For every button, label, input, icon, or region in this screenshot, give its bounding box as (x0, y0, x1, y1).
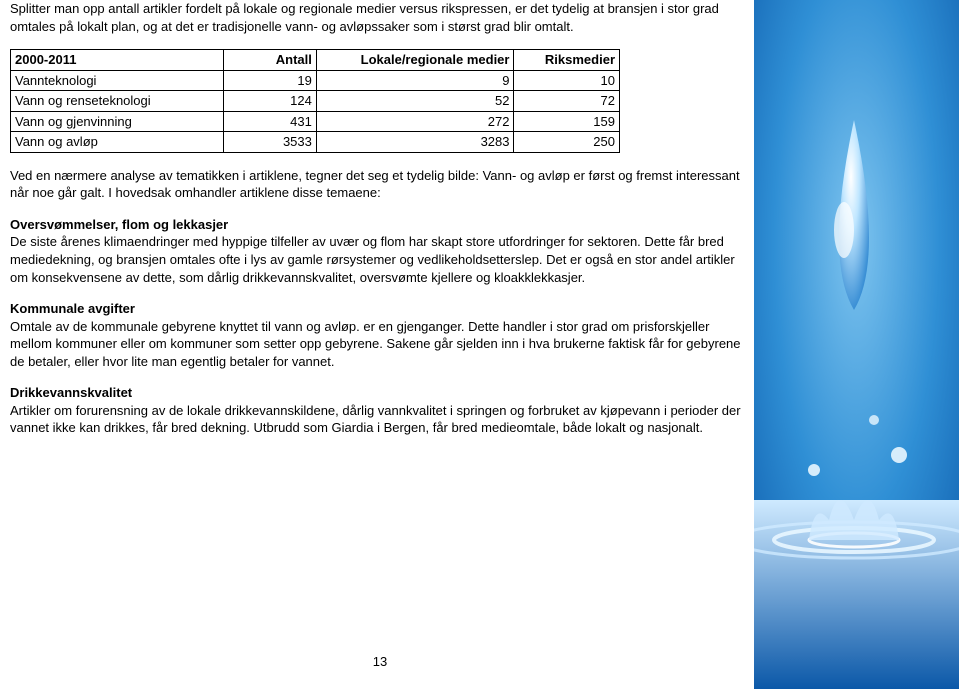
table-row: Vann og avløp 3533 3283 250 (11, 132, 620, 153)
cell-value: 431 (224, 111, 317, 132)
col-header-riks: Riksmedier (514, 50, 620, 71)
section-body: Omtale av de kommunale gebyrene knyttet … (10, 319, 741, 369)
cell-label: Vann og gjenvinning (11, 111, 224, 132)
section-body: De siste årenes klimaendringer med hyppi… (10, 234, 735, 284)
cell-value: 72 (514, 91, 620, 112)
col-header-antall: Antall (224, 50, 317, 71)
water-drop-illustration (754, 0, 959, 689)
cell-label: Vann og avløp (11, 132, 224, 153)
section-block: Oversvømmelser, flom og lekkasjer De sis… (10, 216, 750, 286)
cell-value: 250 (514, 132, 620, 153)
cell-label: Vann og renseteknologi (11, 91, 224, 112)
cell-label: Vannteknologi (11, 70, 224, 91)
cell-value: 159 (514, 111, 620, 132)
table-row: Vannteknologi 19 9 10 (11, 70, 620, 91)
cell-value: 124 (224, 91, 317, 112)
cell-value: 272 (316, 111, 514, 132)
analysis-paragraph: Ved en nærmere analyse av tematikken i a… (10, 167, 750, 202)
cell-value: 9 (316, 70, 514, 91)
section-heading: Kommunale avgifter (10, 301, 135, 316)
col-header-period: 2000-2011 (11, 50, 224, 71)
cell-value: 10 (514, 70, 620, 91)
table-row: Vann og renseteknologi 124 52 72 (11, 91, 620, 112)
section-body: Artikler om forurensning av de lokale dr… (10, 403, 741, 436)
cell-value: 3533 (224, 132, 317, 153)
media-table: 2000-2011 Antall Lokale/regionale medier… (10, 49, 620, 153)
cell-value: 3283 (316, 132, 514, 153)
intro-paragraph: Splitter man opp antall artikler fordelt… (10, 0, 750, 35)
cell-value: 19 (224, 70, 317, 91)
section-block: Drikkevannskvalitet Artikler om forurens… (10, 384, 750, 437)
section-block: Kommunale avgifter Omtale av de kommunal… (10, 300, 750, 370)
page-number: 13 (0, 653, 760, 671)
section-heading: Drikkevannskvalitet (10, 385, 132, 400)
col-header-lokale: Lokale/regionale medier (316, 50, 514, 71)
cell-value: 52 (316, 91, 514, 112)
table-row: Vann og gjenvinning 431 272 159 (11, 111, 620, 132)
section-heading: Oversvømmelser, flom og lekkasjer (10, 217, 228, 232)
